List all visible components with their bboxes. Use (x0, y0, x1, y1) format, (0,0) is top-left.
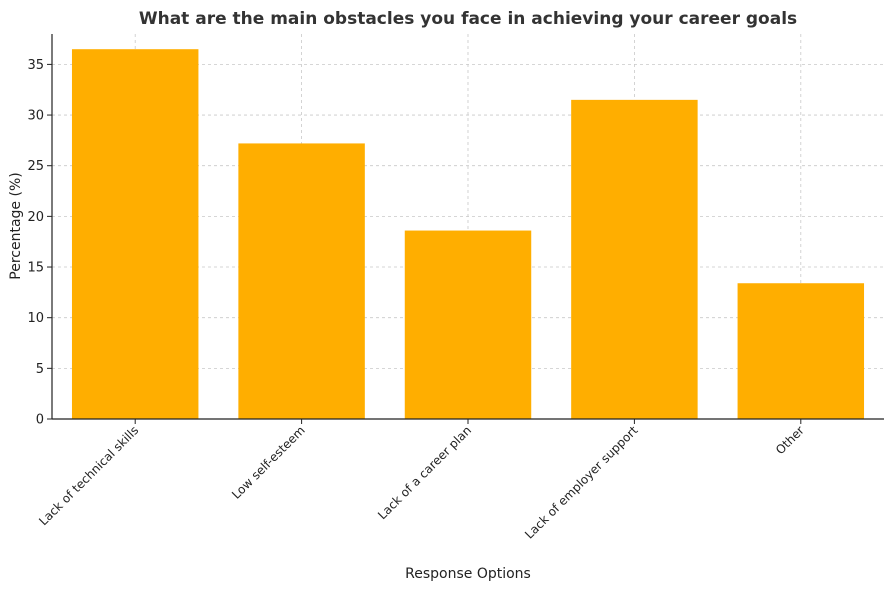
y-axis-label: Percentage (%) (8, 172, 24, 279)
y-tick-label: 0 (36, 413, 44, 428)
x-tick-label: Low self-esteem (229, 423, 308, 502)
bar (571, 99, 698, 420)
y-tick-label: 5 (36, 362, 44, 377)
y-tick-label: 10 (27, 311, 44, 326)
bar (737, 283, 865, 419)
y-tick-label: 25 (27, 159, 44, 174)
x-tick-label: Lack of a career plan (375, 423, 474, 522)
bar (238, 143, 365, 419)
x-tick-label: Lack of technical skills (36, 423, 141, 528)
x-tick-label: Lack of employer support (522, 423, 641, 542)
chart-title: What are the main obstacles you face in … (139, 9, 797, 29)
x-axis-label: Response Options (405, 566, 531, 582)
y-tick-label: 30 (27, 109, 44, 124)
bar (71, 49, 199, 420)
axes (47, 34, 884, 424)
bars (71, 49, 865, 420)
bar (404, 230, 532, 419)
x-tick-label: Other (773, 423, 807, 457)
y-tick-label: 20 (27, 210, 44, 225)
y-tick-label: 35 (27, 58, 44, 73)
y-tick-label: 15 (27, 261, 44, 276)
